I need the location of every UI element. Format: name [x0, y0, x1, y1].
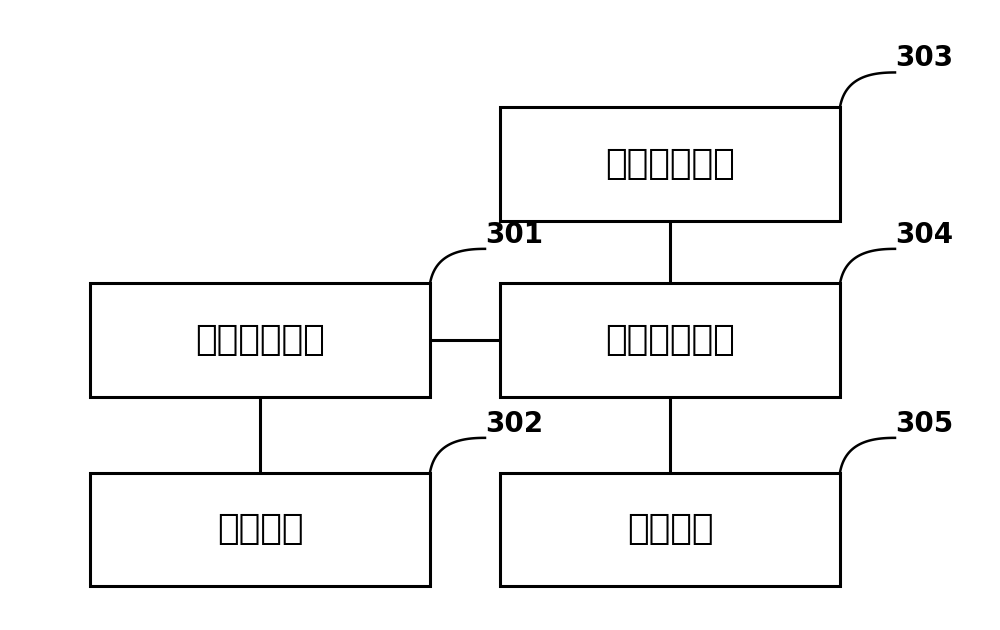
Bar: [90, 472, 430, 586]
Text: 发送模块: 发送模块: [627, 512, 713, 546]
Text: 302: 302: [485, 410, 543, 438]
Text: 第一接收模块: 第一接收模块: [195, 323, 325, 357]
Text: 304: 304: [895, 221, 953, 249]
Text: 第一确定模块: 第一确定模块: [605, 323, 735, 357]
Text: 305: 305: [895, 410, 953, 438]
Bar: [500, 284, 840, 397]
Text: 303: 303: [895, 45, 953, 72]
Bar: [90, 284, 430, 397]
Bar: [500, 107, 840, 220]
Bar: [500, 472, 840, 586]
Text: 第二接收模块: 第二接收模块: [605, 147, 735, 181]
Text: 301: 301: [485, 221, 543, 249]
Text: 控制模块: 控制模块: [217, 512, 303, 546]
